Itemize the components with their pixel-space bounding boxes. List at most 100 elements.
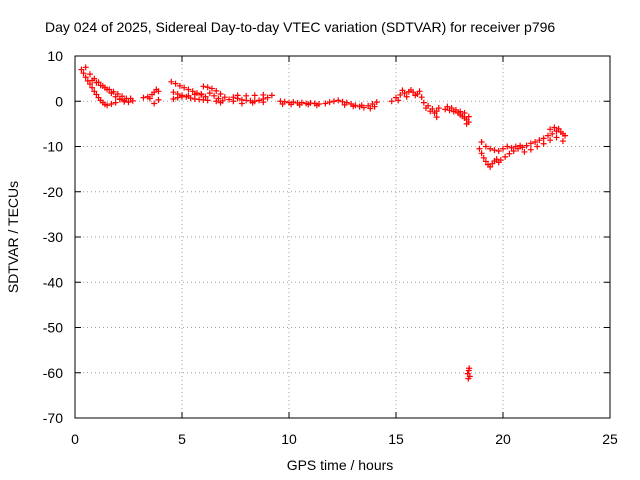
data-point — [116, 95, 123, 102]
data-point — [465, 113, 472, 120]
data-point — [204, 84, 211, 91]
data-point — [339, 98, 346, 105]
data-point — [420, 99, 427, 106]
data-point — [519, 144, 526, 151]
data-point — [478, 150, 485, 157]
data-point — [155, 96, 162, 103]
data-point — [547, 137, 554, 144]
data-point — [191, 91, 198, 98]
data-point — [395, 97, 402, 104]
data-point — [373, 99, 380, 106]
data-point — [234, 92, 241, 99]
data-point — [211, 92, 218, 99]
data-point — [140, 94, 147, 101]
data-point — [151, 100, 158, 107]
data-point — [326, 99, 333, 106]
data-point — [129, 97, 136, 104]
y-axis-label: SDTVAR / TECUs — [5, 181, 21, 293]
data-point — [125, 99, 132, 106]
data-point — [399, 87, 406, 94]
data-point — [534, 143, 541, 150]
data-point — [217, 91, 224, 98]
y-tick-label: 10 — [47, 48, 63, 64]
data-point — [268, 92, 275, 99]
data-point — [185, 92, 192, 99]
data-point — [551, 124, 558, 131]
data-point — [555, 125, 562, 132]
data-point — [452, 106, 459, 113]
data-point — [288, 101, 295, 108]
data-point — [444, 103, 451, 110]
data-point — [80, 70, 87, 77]
data-point — [510, 148, 517, 155]
y-tick-label: -50 — [43, 320, 63, 336]
data-point — [174, 94, 181, 101]
data-point — [238, 100, 245, 107]
data-point — [544, 132, 551, 139]
data-point — [412, 92, 419, 99]
data-point — [403, 93, 410, 100]
data-point — [208, 85, 215, 92]
data-point — [260, 91, 267, 98]
data-point — [553, 134, 560, 141]
data-point — [86, 81, 93, 88]
data-point — [217, 99, 224, 106]
data-point — [121, 97, 128, 104]
data-point — [476, 145, 483, 152]
data-point — [500, 145, 506, 152]
data-point — [559, 130, 566, 137]
data-point — [416, 88, 423, 95]
y-tick-label: -70 — [43, 410, 63, 426]
y-tick-label: -40 — [43, 274, 63, 290]
data-point — [371, 103, 378, 110]
axis-tick-labels: 0 5 10 15 20 25 -70 -60 -50 -40 -30 -20 -10 0 10 — [43, 48, 618, 447]
data-point — [330, 98, 337, 105]
data-point — [559, 138, 566, 145]
x-tick-label: 25 — [602, 431, 618, 447]
data-point — [279, 100, 286, 107]
data-point — [89, 77, 96, 84]
data-point — [155, 88, 162, 95]
data-point — [502, 153, 509, 160]
data-point — [243, 92, 250, 99]
data-point — [466, 365, 473, 372]
data-point — [549, 130, 556, 137]
data-point — [204, 97, 211, 104]
data-point — [230, 94, 237, 101]
data-point — [448, 105, 455, 112]
data-point — [536, 137, 543, 144]
data-point — [433, 108, 440, 115]
x-tick-label: 15 — [388, 431, 404, 447]
y-tick-label: -20 — [43, 184, 63, 200]
data-point — [101, 84, 108, 91]
data-point — [461, 110, 468, 117]
data-point — [523, 142, 530, 149]
grid — [75, 56, 610, 418]
data-point — [264, 94, 271, 101]
data-point — [435, 105, 442, 112]
data-point — [527, 140, 534, 147]
data-point — [540, 135, 547, 142]
data-point — [521, 148, 528, 155]
x-tick-label: 20 — [495, 431, 511, 447]
data-point — [198, 91, 205, 98]
data-point — [189, 88, 196, 95]
data-point — [104, 102, 111, 109]
y-tick-label: -60 — [43, 365, 63, 381]
data-point — [422, 105, 429, 112]
data-point — [514, 145, 521, 152]
data-point — [532, 138, 539, 145]
data-point — [457, 108, 464, 115]
data-points — [78, 64, 569, 382]
data-point — [170, 95, 177, 102]
data-point — [495, 148, 502, 155]
data-point — [427, 108, 434, 115]
data-point — [465, 375, 472, 382]
data-point — [388, 98, 395, 105]
data-point — [480, 154, 487, 161]
data-point — [260, 99, 267, 106]
data-point — [504, 143, 511, 150]
data-point — [106, 86, 113, 93]
data-point — [547, 126, 554, 133]
